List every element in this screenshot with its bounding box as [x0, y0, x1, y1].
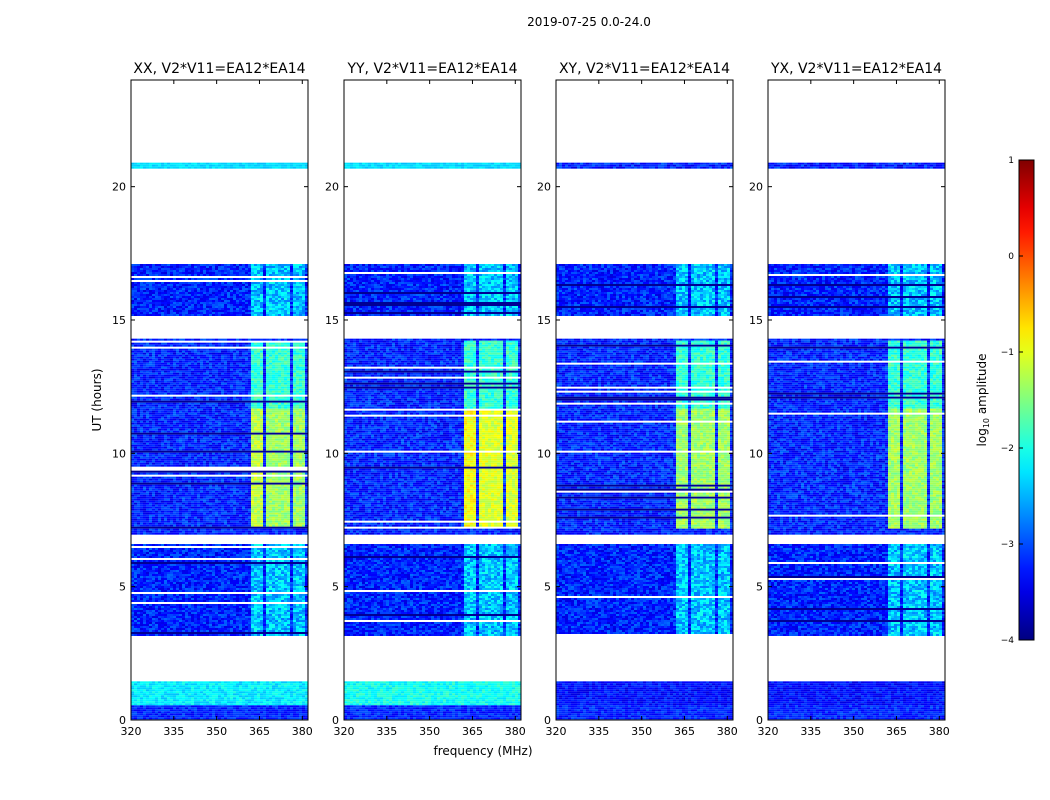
colorbar-tick-label: 0	[1008, 252, 1014, 262]
y-tick-label: 5	[119, 581, 126, 594]
axes-frame	[130, 79, 309, 721]
colorbar-tick-label: −4	[1001, 636, 1015, 646]
heatmap-cells	[768, 162, 945, 720]
y-tick-label: 0	[544, 714, 551, 727]
colorbar-label-base: log	[975, 428, 989, 446]
y-tick-label: 10	[749, 447, 763, 460]
heatmap-cells	[131, 162, 308, 720]
y-tick-label: 0	[119, 714, 126, 727]
x-tick-label: 380	[292, 725, 313, 738]
y-tick-label: 20	[537, 181, 551, 194]
heatmap-cells	[556, 162, 733, 720]
colorbar-tick-label: 1	[1008, 156, 1014, 166]
x-tick-label: 335	[800, 725, 821, 738]
x-tick-label: 350	[843, 725, 864, 738]
x-tick-label: 320	[121, 725, 142, 738]
y-tick-label: 15	[112, 314, 126, 327]
colorbar-gradient	[1018, 159, 1035, 641]
panel-title: YY, V2*V11=EA12*EA14	[346, 61, 517, 77]
axes-frame	[343, 79, 522, 721]
x-tick-label: 380	[505, 725, 526, 738]
x-tick-label: 320	[758, 725, 779, 738]
colorbar-label-rest: amplitude	[975, 354, 989, 418]
x-tick-label: 320	[546, 725, 567, 738]
x-tick-label: 350	[631, 725, 652, 738]
x-tick-label: 380	[717, 725, 738, 738]
panel-title: XY, V2*V11=EA12*EA14	[559, 61, 730, 77]
x-tick-label: 350	[206, 725, 227, 738]
y-tick-label: 15	[749, 314, 763, 327]
colorbar: −4 −3 −2 −1 0 1	[1001, 156, 1035, 646]
panel-title: XX, V2*V11=EA12*EA14	[133, 61, 305, 77]
x-tick-label: 320	[334, 725, 355, 738]
panel-xy: XY, V2*V11=EA12*EA14 320 335 350 365 380 0 5 10 1…	[537, 61, 738, 738]
colorbar-tick-label: −2	[1001, 444, 1014, 454]
x-tick-label: 335	[163, 725, 184, 738]
panel-title: YX, V2*V11=EA12*EA14	[770, 61, 942, 77]
y-tick-label: 5	[544, 581, 551, 594]
colorbar-label-sub: 10	[982, 418, 991, 428]
y-tick-label: 10	[537, 447, 551, 460]
y-tick-label: 0	[756, 714, 763, 727]
heatmap-cells	[344, 162, 521, 720]
x-tick-label: 365	[249, 725, 270, 738]
y-tick-label: 15	[325, 314, 339, 327]
x-axis-label: frequency (MHz)	[433, 744, 532, 758]
x-tick-label: 335	[588, 725, 609, 738]
panel-yx: YX, V2*V11=EA12*EA14 320 335 350 365 380 0 5 10 1…	[749, 61, 950, 738]
suptitle: 2019-07-25 0.0-24.0	[527, 15, 651, 29]
y-tick-label: 15	[537, 314, 551, 327]
y-tick-label: 5	[332, 581, 339, 594]
x-tick-label: 365	[674, 725, 695, 738]
y-tick-label: 20	[112, 181, 126, 194]
axes-frame	[555, 79, 734, 721]
y-tick-label: 10	[325, 447, 339, 460]
y-tick-label: 20	[325, 181, 339, 194]
colorbar-tick-label: −3	[1001, 540, 1014, 550]
y-axis-label: UT (hours)	[90, 368, 104, 431]
panel-yy: YY, V2*V11=EA12*EA14 320 335 350 365 380 0 5 10 1…	[325, 61, 526, 738]
x-tick-label: 365	[886, 725, 907, 738]
axes-frame	[767, 79, 946, 721]
x-tick-label: 380	[929, 725, 950, 738]
x-tick-label: 335	[376, 725, 397, 738]
colorbar-tick-label: −1	[1001, 348, 1014, 358]
y-tick-label: 0	[332, 714, 339, 727]
colorbar-label: log10 amplitude	[975, 354, 991, 447]
y-tick-label: 10	[112, 447, 126, 460]
panels: XX, V2*V11=EA12*EA14 320 335 350 365 380 0 5 10 1…	[112, 61, 950, 738]
panel-xx: XX, V2*V11=EA12*EA14 320 335 350 365 380 0 5 10 1…	[112, 61, 313, 738]
x-tick-label: 365	[462, 725, 483, 738]
y-tick-label: 20	[749, 181, 763, 194]
y-tick-label: 5	[756, 581, 763, 594]
x-tick-label: 350	[419, 725, 440, 738]
